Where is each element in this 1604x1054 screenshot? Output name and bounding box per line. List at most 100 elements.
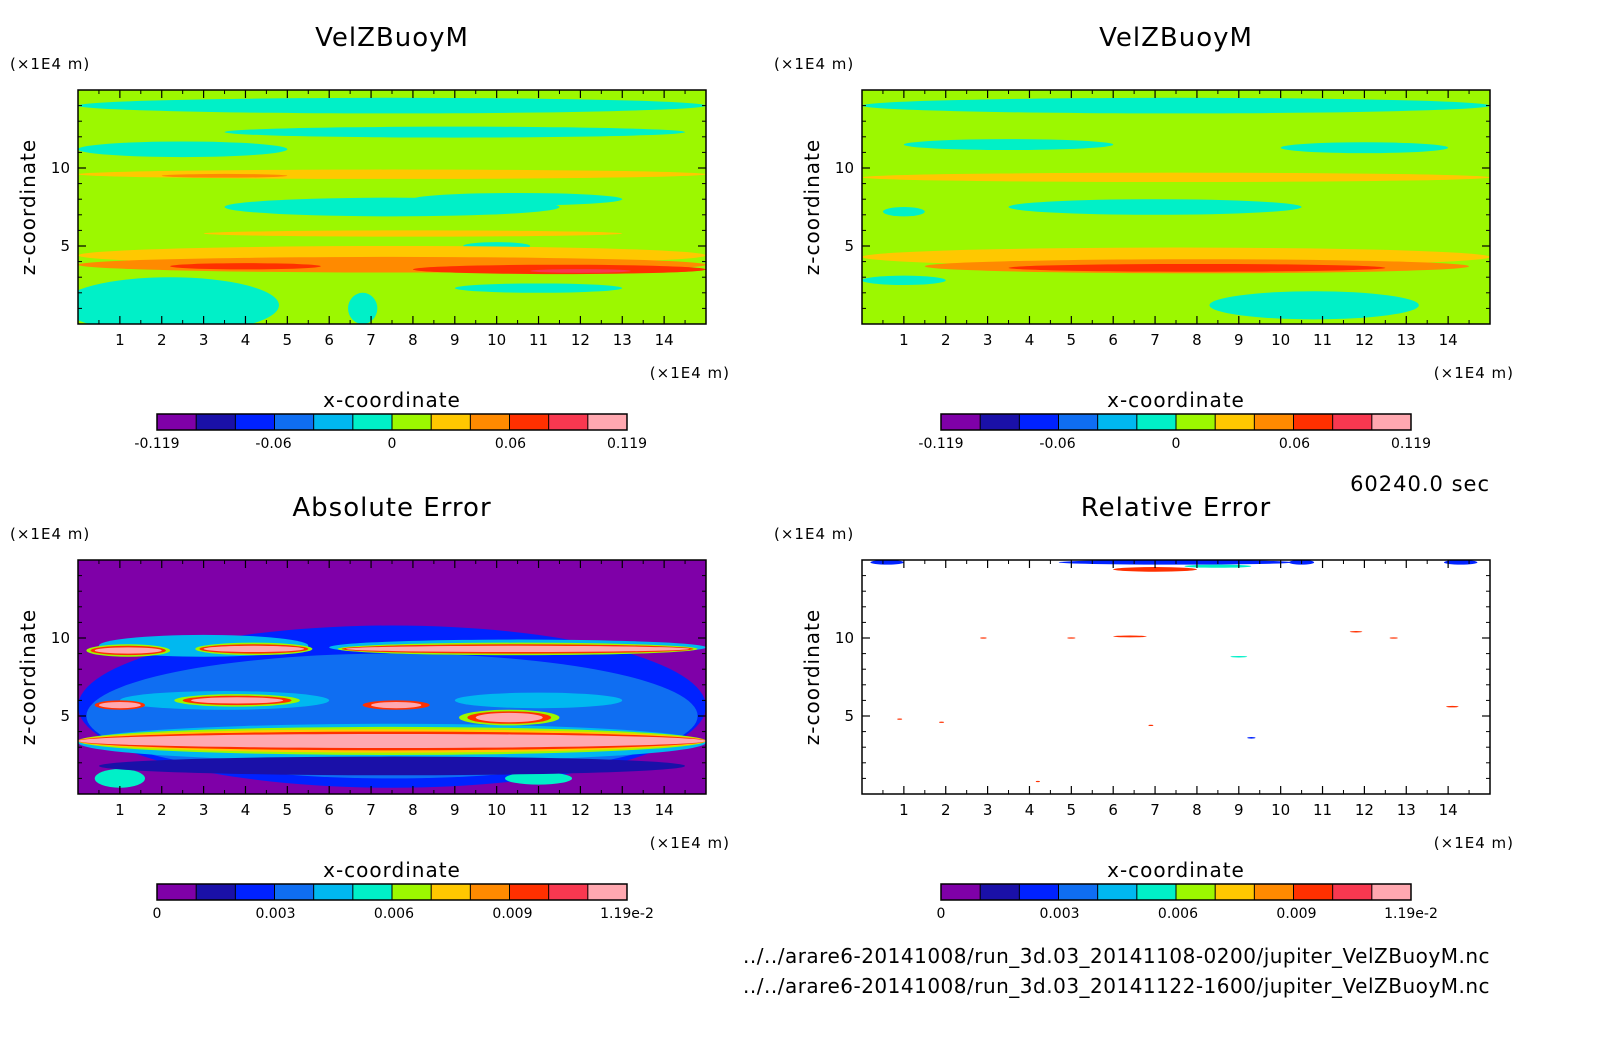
- colorbar-swatch: [980, 884, 1020, 900]
- contour-region: [530, 269, 631, 273]
- contour-region: [345, 645, 690, 653]
- colorbar-swatch: [470, 414, 510, 430]
- contour-field: [862, 90, 1490, 324]
- colorbar: -0.119 -0.06 0 0.06 0.119: [134, 413, 647, 452]
- x-tick-label: 10: [487, 801, 506, 819]
- colorbar-label: 0.009: [492, 906, 532, 922]
- colorbar-swatch: [1332, 884, 1373, 900]
- contour-region: [1389, 637, 1398, 639]
- x-tick-label: 2: [157, 801, 167, 819]
- colorbar-swatch: [274, 884, 315, 900]
- contour-region: [78, 97, 706, 114]
- x-tick-label: 13: [1397, 331, 1416, 349]
- x-tick-label: 11: [529, 331, 548, 349]
- y-tick-label: 5: [60, 237, 70, 255]
- colorbar-label: 0.006: [374, 906, 414, 922]
- x-tick-label: 4: [241, 801, 251, 819]
- colorbar-swatch: [1371, 884, 1412, 900]
- contour-region: [862, 275, 946, 285]
- colorbar-swatch: [980, 414, 1020, 430]
- colorbar-label: 0.119: [1391, 436, 1431, 452]
- colorbar-swatch: [1097, 884, 1138, 900]
- colorbar-swatch: [509, 884, 550, 900]
- colorbar-swatch: [1215, 414, 1255, 430]
- y-tick-label: 10: [51, 159, 70, 177]
- contour-region: [862, 97, 1490, 114]
- x-tick-label: 8: [408, 331, 418, 349]
- colorbar-swatch: [941, 414, 981, 430]
- y-tick-label: 5: [844, 707, 854, 725]
- colorbar-label: 0.119: [607, 436, 647, 452]
- x-tick-label: 9: [1234, 331, 1244, 349]
- contour-field: [862, 560, 1490, 794]
- contour-region: [882, 207, 925, 217]
- contour-region: [454, 283, 623, 293]
- colorbar-label: 0: [1172, 436, 1181, 452]
- panel-velzbuoym-2: VelZBuoyM (×1E4 m) (×1E4 m) x-coordinate…: [774, 23, 1513, 452]
- x-tick-label: 13: [613, 801, 632, 819]
- colorbar-swatch: [1136, 884, 1177, 900]
- contour-region: [191, 697, 284, 704]
- contour-region: [1008, 263, 1386, 272]
- x-tick-label: 8: [1192, 801, 1202, 819]
- colorbar-swatch: [196, 884, 236, 900]
- colorbar-swatch: [548, 884, 589, 900]
- contour-region: [1148, 724, 1154, 726]
- contour-region: [454, 692, 623, 709]
- contour-region: [475, 712, 543, 723]
- x-tick-label: 12: [571, 801, 590, 819]
- x-tick-label: 14: [1439, 801, 1458, 819]
- x-axis-label: x-coordinate: [323, 388, 461, 412]
- file-path-1: ../../arare6-20141008/run_3d.03_20141108…: [743, 944, 1490, 968]
- x-tick-label: 8: [1192, 331, 1202, 349]
- y-tick-label: 10: [835, 629, 854, 647]
- x-tick-label: 2: [941, 331, 951, 349]
- field-background: [862, 560, 1490, 794]
- colorbar-swatch: [1293, 414, 1334, 430]
- contour-region: [78, 169, 706, 179]
- x-unit-label: (×1E4 m): [650, 364, 730, 382]
- colorbar-label: 0.003: [255, 906, 295, 922]
- colorbar-swatch: [313, 884, 354, 900]
- x-tick-label: 9: [450, 801, 460, 819]
- y-tick-label: 5: [844, 237, 854, 255]
- colorbar-swatch: [1215, 884, 1255, 900]
- colorbar-label: 0.006: [1158, 906, 1198, 922]
- contour-region: [94, 769, 145, 788]
- colorbar-swatch: [587, 414, 628, 430]
- colorbar-label: -0.06: [255, 436, 291, 452]
- contour-region: [1280, 142, 1449, 154]
- colorbar: -0.119 -0.06 0 0.06 0.119: [918, 413, 1431, 452]
- x-axis-label: x-coordinate: [1107, 858, 1245, 882]
- x-tick-label: 9: [450, 331, 460, 349]
- panel-absolute-error: Absolute Error (×1E4 m) (×1E4 m) x-coord…: [10, 493, 729, 922]
- contour-region: [161, 173, 288, 178]
- panel-title: Absolute Error: [292, 493, 491, 523]
- colorbar-frame: [940, 413, 1412, 431]
- x-tick-label: 6: [324, 801, 334, 819]
- colorbar-swatch: [235, 414, 275, 430]
- contour-region: [897, 718, 903, 720]
- y-tick-label: 5: [60, 707, 70, 725]
- x-tick-label: 14: [655, 331, 674, 349]
- colorbar-label: 0: [388, 436, 397, 452]
- panel-title: VelZBuoyM: [1099, 23, 1253, 53]
- colorbar-swatch: [1254, 884, 1294, 900]
- panel-velzbuoym-1: VelZBuoyM (×1E4 m) (×1E4 m) x-coordinate…: [10, 23, 730, 452]
- contour-region: [1113, 567, 1197, 572]
- x-tick-label: 14: [655, 801, 674, 819]
- y-unit-label: (×1E4 m): [774, 55, 854, 73]
- colorbar-swatch: [509, 414, 550, 430]
- time-label: 60240.0 sec: [1350, 472, 1490, 496]
- contour-field: [78, 90, 706, 324]
- x-tick-label: 14: [1439, 331, 1458, 349]
- colorbar-swatch: [431, 414, 471, 430]
- colorbar-swatch: [1019, 884, 1059, 900]
- x-tick-label: 6: [1108, 331, 1118, 349]
- contour-region: [1230, 655, 1248, 658]
- colorbar-label: 0.06: [1279, 436, 1310, 452]
- contour-region: [348, 292, 378, 324]
- contour-region: [1067, 637, 1076, 639]
- panel-relative-error: Relative Error (×1E4 m) (×1E4 m) x-coord…: [774, 493, 1513, 922]
